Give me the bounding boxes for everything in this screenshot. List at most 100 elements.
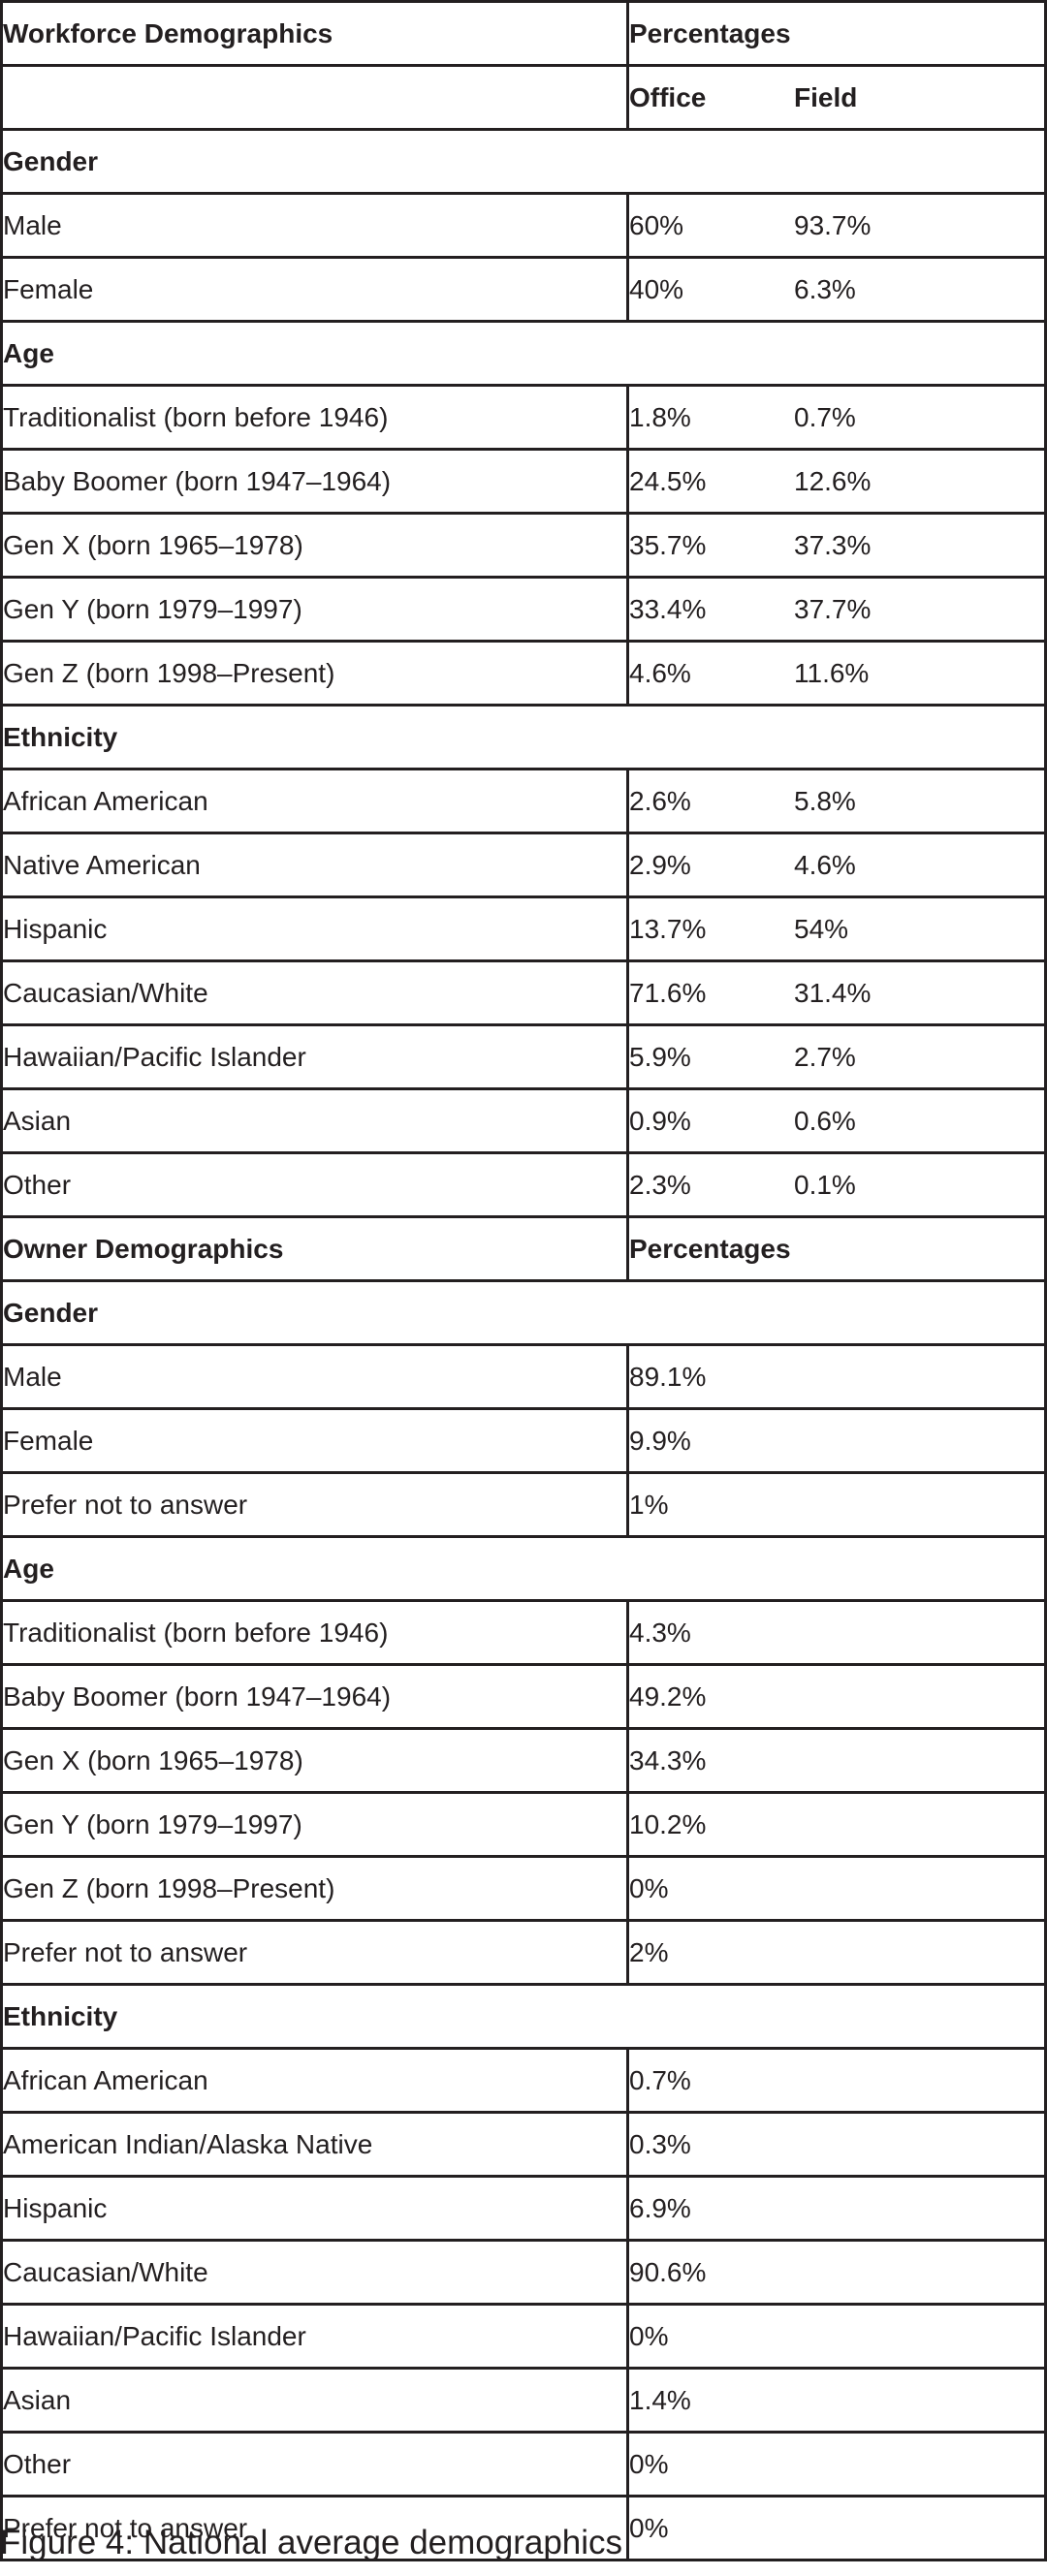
owner-data-row: Prefer not to answer 2% [0,1919,1047,1986]
owner-data-row: Gen Y (born 1979–1997) 10.2% [0,1791,1047,1858]
owner-percentage: 34.3% [626,1727,1047,1794]
owner-percentage: 90.6% [626,2239,1047,2306]
workforce-value-pair: 13.7% 54% [629,913,1043,944]
field-percentage: 12.6% [794,465,872,496]
office-percentage: 0.9% [629,1105,691,1136]
owner-data-row: Gen Z (born 1998–Present) 0% [0,1855,1047,1922]
workforce-section-row: Ethnicity [0,704,1047,770]
owner-percentage: 0% [626,2431,1047,2497]
field-percentage: 37.3% [794,529,872,560]
workforce-data-row: Gen X (born 1965–1978) 35.7% 37.3% [0,512,1047,579]
owner-row-label: Female [0,1407,629,1474]
workforce-value-pair: 40% 6.3% [631,273,1043,304]
workforce-data-row: Native American 2.9% 4.6% [0,832,1047,898]
field-percentage: 11.6% [794,657,870,688]
owner-percentage: 0% [626,2303,1047,2370]
workforce-value-pair: 1.8% 0.7% [631,401,1043,432]
workforce-row-label: Gen X (born 1965–1978) [0,512,629,579]
workforce-data-row: Other 2.3% 0.1% [0,1151,1047,1218]
workforce-value-pair: 4.6% 11.6% [629,657,1043,688]
owner-row-label: Baby Boomer (born 1947–1964) [0,1663,629,1730]
workforce-row-label: Male [0,192,629,259]
field-column-header: Field [794,81,858,112]
owner-data-row: Gen X (born 1965–1978) 34.3% [0,1727,1047,1794]
workforce-row-values: 40% 6.3% [626,256,1047,323]
workforce-data-row: Baby Boomer (born 1947–1964) 24.5% 12.6% [0,448,1047,515]
office-percentage: 13.7% [629,913,707,944]
workforce-row-values: 2.3% 0.1% [626,1151,1047,1218]
owner-row-label: Gen Y (born 1979–1997) [0,1791,629,1858]
field-percentage: 0.7% [794,401,856,432]
workforce-value-pair: 24.5% 12.6% [631,465,1043,496]
owner-percentage: 89.1% [626,1343,1047,1410]
office-percentage: 60% [629,209,684,240]
workforce-row-label: African American [0,768,629,834]
workforce-row-label: Female [0,256,629,323]
owner-row-label: Traditionalist (born before 1946) [0,1599,629,1666]
owner-data-row: Prefer not to answer 1% [0,1471,1047,1538]
owner-percentage: 9.9% [626,1407,1047,1474]
owner-percentage: 0% [626,1855,1047,1922]
workforce-header-row: Workforce Demographics Percentages [0,0,1047,67]
owner-row-label: Male [0,1343,629,1410]
workforce-row-label: Gen Z (born 1998–Present) [0,640,629,707]
owner-row-label: Prefer not to answer [0,1919,629,1986]
workforce-row-values: 71.6% 31.4% [626,959,1047,1026]
field-percentage: 0.1% [794,1169,856,1200]
owner-data-row: Caucasian/White 90.6% [0,2239,1047,2306]
office-percentage: 33.4% [629,593,707,624]
owner-percentage: 1.4% [626,2367,1047,2434]
owner-section-row: Ethnicity [0,1983,1047,2050]
office-percentage: 4.6% [629,657,691,688]
field-percentage: 6.3% [794,273,856,304]
owner-data-row: Other 0% [0,2431,1047,2497]
workforce-row-values: 1.8% 0.7% [626,384,1047,451]
owner-row-label: Gen Z (born 1998–Present) [0,1855,629,1922]
field-percentage: 2.7% [794,1041,856,1072]
owner-title: Owner Demographics [0,1215,629,1282]
workforce-data-row: Female 40% 6.3% [0,256,1047,323]
field-percentage: 31.4% [794,977,872,1008]
workforce-data-row: Male 60% 93.7% [0,192,1047,259]
workforce-section-heading: Age [0,320,1047,387]
workforce-row-values: 24.5% 12.6% [626,448,1047,515]
workforce-value-pair: 2.6% 5.8% [629,785,1043,816]
workforce-data-row: African American 2.6% 5.8% [0,768,1047,834]
owner-data-row: Hawaiian/Pacific Islander 0% [0,2303,1047,2370]
field-percentage: 4.6% [794,849,856,880]
workforce-row-label: Hawaiian/Pacific Islander [0,1023,629,1090]
workforce-value-pair: 60% 93.7% [629,209,1043,240]
workforce-row-label: Native American [0,832,629,898]
workforce-data-row: Traditionalist (born before 1946) 1.8% 0.7… [0,384,1047,451]
owner-row-label: Gen X (born 1965–1978) [0,1727,629,1794]
office-percentage: 35.7% [629,529,707,560]
workforce-row-label: Asian [0,1087,629,1154]
owner-data-row: African American 0.7% [0,2047,1047,2114]
workforce-row-values: 0.9% 0.6% [626,1087,1047,1154]
office-percentage: 5.9% [629,1041,691,1072]
figure-caption: Figure 4: National average demographics [0,2524,623,2561]
office-percentage: 71.6% [629,977,707,1008]
workforce-row-values: 4.6% 11.6% [626,640,1047,707]
owner-data-row: Prefer not to answer 0% [0,2495,1047,2561]
office-percentage: 2.3% [629,1169,691,1200]
workforce-row-values: 2.9% 4.6% [626,832,1047,898]
field-percentage: 93.7% [794,209,872,240]
owner-percentage: 6.9% [626,2175,1047,2242]
owner-data-row: Female 9.9% [0,1407,1047,1474]
owner-data-row: Male 89.1% [0,1343,1047,1410]
owner-section-heading: Age [0,1535,1047,1602]
workforce-row-label: Traditionalist (born before 1946) [0,384,629,451]
owner-data-row: Hispanic 6.9% [0,2175,1047,2242]
workforce-data-row: Caucasian/White 71.6% 31.4% [0,959,1047,1026]
workforce-row-values: 5.9% 2.7% [626,1023,1047,1090]
field-percentage: 54% [794,913,849,944]
workforce-row-label: Other [0,1151,629,1218]
owner-percentage: 49.2% [626,1663,1047,1730]
workforce-value-pair: 35.7% 37.3% [629,529,1043,560]
owner-section-row: Age [0,1535,1047,1602]
office-percentage: 2.6% [629,785,691,816]
owner-percentage: 4.3% [626,1599,1047,1666]
owner-percentage: 1% [626,1471,1047,1538]
